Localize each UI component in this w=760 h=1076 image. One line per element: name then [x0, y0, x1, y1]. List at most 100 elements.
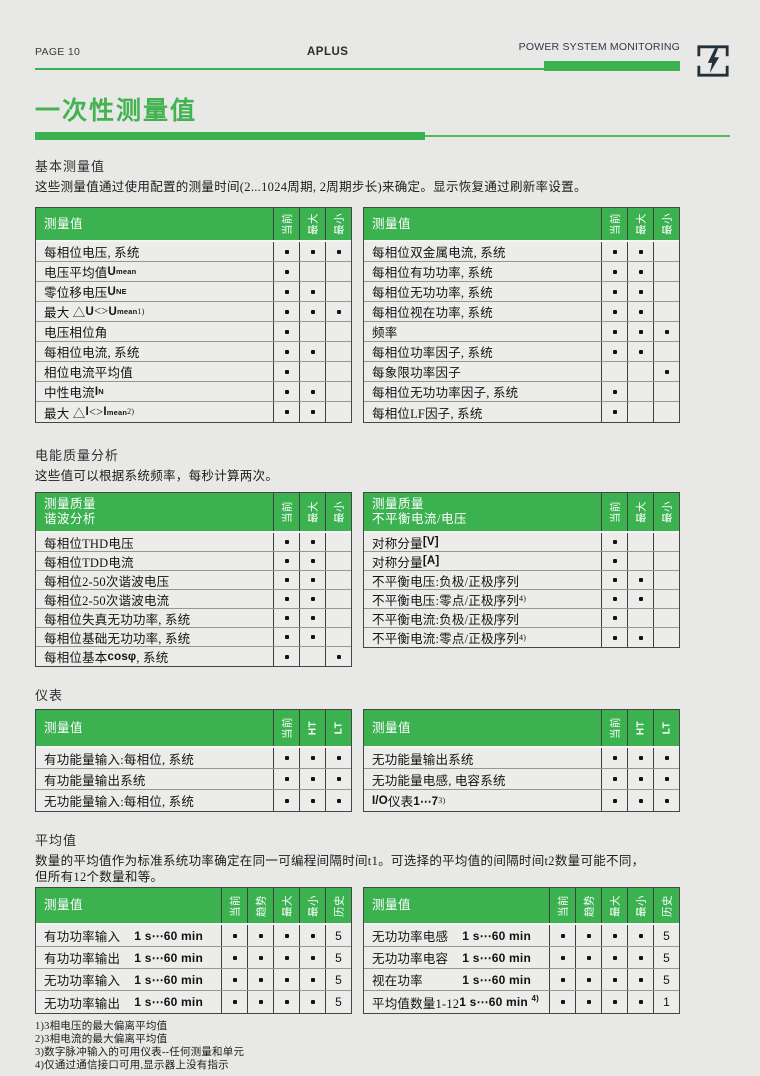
- table-row: 无功功率电感 1 s⋯60 min 5: [364, 925, 679, 947]
- value-cell: [299, 571, 325, 589]
- table-pair: 测量值 当前 HT LT 有功能量输入:每相位, 系统 有功能量输出系统 无功能量输入:每相…: [35, 709, 730, 812]
- dot-marker: [638, 1000, 643, 1004]
- dot-marker: [638, 777, 643, 781]
- row-label: 每相位电流, 系统: [44, 346, 140, 360]
- table-row: 零位移电压 U NE: [36, 282, 351, 302]
- header-text-row: PAGE 10 APLUS POWER SYSTEM MONITORING: [35, 40, 680, 58]
- column-header-rotated: 最大: [627, 208, 653, 240]
- dot-marker: [284, 410, 289, 414]
- value-cell: [627, 947, 653, 968]
- dot-marker: [612, 616, 617, 620]
- section-basic-measurements: 基本测量值 这些测量值通过使用配置的测量时间(2...1024周期, 2周期步长…: [35, 158, 730, 423]
- row-label: 无功功率输出 1 s⋯60 min: [36, 991, 221, 1013]
- value-cell: [273, 552, 299, 570]
- table-row: 有功功率输入 1 s⋯60 min 5: [36, 925, 351, 947]
- dot-marker: [310, 249, 315, 254]
- value-cell: [325, 748, 351, 768]
- value-cell: [627, 991, 653, 1013]
- table-header: 测量值 当前 最大 最小: [36, 208, 351, 242]
- dot-marker: [638, 933, 643, 938]
- value-cell: [273, 991, 299, 1013]
- column-header-rotated: 当前: [601, 493, 627, 531]
- table-title: 测量值: [44, 216, 84, 231]
- value-cell: [325, 282, 351, 301]
- header-rule-thin: [35, 68, 680, 70]
- dot-marker: [586, 977, 591, 982]
- dot-marker: [664, 329, 669, 334]
- dot-marker: [284, 756, 289, 760]
- value-cell: [273, 242, 299, 261]
- value-cell: [299, 552, 325, 570]
- value-cell: 5: [653, 947, 679, 968]
- column-header-label: 当前: [610, 501, 621, 523]
- page-title: 一次性测量值: [35, 97, 198, 125]
- table-header: 测量值 当前 趋势 最大 最小 历史: [364, 888, 679, 925]
- column-header-rotated: 最大: [299, 493, 325, 531]
- dot-marker: [258, 1000, 263, 1004]
- value-cell: [627, 748, 653, 768]
- value-cell: [299, 925, 325, 946]
- value-cell: [299, 609, 325, 627]
- table-header: 测量质量 谐波分析 当前 最大 最小: [36, 493, 351, 533]
- row-label: 每相位TDD电流: [44, 555, 134, 570]
- row-label: 不平衡电流:负极/正极序列: [372, 612, 520, 627]
- dot-marker: [284, 616, 289, 620]
- dot-marker: [612, 756, 617, 760]
- table-row: 有功功率输出 1 s⋯60 min 5: [36, 947, 351, 969]
- dot-marker: [664, 369, 669, 374]
- measurement-table: 测量值 当前 最大 最小 每相位双金属电流, 系统 每相位有功功率, 系统 每相位无功功率,…: [363, 207, 680, 423]
- dot-marker: [284, 1000, 289, 1004]
- row-label: 有功能量输出系统: [44, 773, 146, 788]
- dot-marker: [612, 597, 617, 601]
- value-cell: [575, 947, 601, 968]
- value-cell: [653, 628, 679, 647]
- dot-marker: [310, 410, 315, 414]
- value-cell: [325, 382, 351, 401]
- row-interval-range: 1 s⋯60 min: [134, 972, 203, 987]
- table-row: 每相位2-50次谐波电压: [36, 571, 351, 590]
- value-cell: [653, 342, 679, 361]
- row-label: 每相位基本 cosφ, 系统: [44, 650, 169, 666]
- dot-marker: [284, 933, 289, 938]
- dot-marker: [258, 933, 263, 938]
- value-cell: [221, 925, 247, 946]
- table-row: 每相位失真无功功率, 系统: [36, 609, 351, 628]
- table-row: 对称分量 [A]: [364, 552, 679, 571]
- dot-marker: [612, 933, 617, 938]
- value-cell: [273, 969, 299, 990]
- title-underline-thin: [425, 135, 730, 137]
- value-cell: [299, 262, 325, 281]
- value-cell: [653, 609, 679, 627]
- section-power-quality: 电能质量分析 这些值可以根据系统频率，每秒计算两次。 测量质量 谐波分析 当前 最大…: [35, 447, 730, 667]
- value-cell: [601, 748, 627, 768]
- value-cell: [601, 402, 627, 422]
- dot-marker: [638, 269, 643, 274]
- dot-marker: [232, 977, 237, 982]
- value-cell: [627, 628, 653, 647]
- column-header-label: 最小: [334, 501, 345, 523]
- measurement-table: 测量值 当前 趋势 最大 最小 历史 有功功率输入 1 s⋯60 min 5 有功功率输出 1 s⋯…: [35, 887, 352, 1014]
- value-cell: [653, 552, 679, 570]
- table-row: I/O 仪表 1⋯7 3): [364, 790, 679, 811]
- dot-marker: [310, 756, 315, 760]
- row-label: 电压相位角: [44, 326, 108, 340]
- row-label: 无功功率电感 1 s⋯60 min: [364, 925, 549, 946]
- value-cell: [653, 769, 679, 789]
- dot-marker: [560, 1000, 565, 1004]
- column-header-rotated: 历史: [653, 888, 679, 923]
- brand-name: APLUS: [307, 46, 349, 58]
- column-header-label: 当前: [282, 501, 293, 523]
- row-label: 每相位THD电压: [44, 536, 134, 551]
- row-interval-range: 1 s⋯60 min: [462, 950, 531, 965]
- value-cell: [627, 533, 653, 551]
- dot-marker: [310, 635, 315, 639]
- value-cell: [549, 991, 575, 1013]
- column-header-label: 最大: [308, 501, 319, 523]
- dot-marker: [612, 635, 617, 640]
- value-cell: [627, 242, 653, 261]
- measurement-table: 测量值 当前 HT LT 有功能量输入:每相位, 系统 有功能量输出系统 无功能量输入:每相…: [35, 709, 352, 812]
- column-header-label: 最大: [308, 213, 319, 235]
